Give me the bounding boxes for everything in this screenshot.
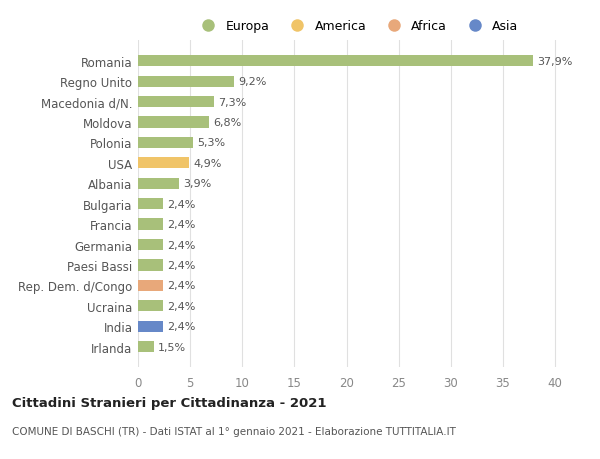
Text: COMUNE DI BASCHI (TR) - Dati ISTAT al 1° gennaio 2021 - Elaborazione TUTTITALIA.: COMUNE DI BASCHI (TR) - Dati ISTAT al 1°… [12,426,456,436]
Bar [138,178,179,190]
Text: 37,9%: 37,9% [538,57,573,67]
Text: Cittadini Stranieri per Cittadinanza - 2021: Cittadini Stranieri per Cittadinanza - 2… [12,396,326,409]
Text: 7,3%: 7,3% [218,97,247,107]
Text: 5,3%: 5,3% [197,138,226,148]
Bar [138,138,193,149]
Bar [138,117,209,129]
Text: 2,4%: 2,4% [167,240,196,250]
Text: 2,4%: 2,4% [167,321,196,331]
Bar [138,301,163,312]
Bar [138,260,163,271]
Bar [138,77,234,88]
Text: 9,2%: 9,2% [238,77,266,87]
Text: 2,4%: 2,4% [167,199,196,209]
Bar [138,341,154,353]
Text: 1,5%: 1,5% [158,342,186,352]
Bar [138,321,163,332]
Text: 2,4%: 2,4% [167,219,196,230]
Text: 2,4%: 2,4% [167,281,196,291]
Bar [138,158,189,169]
Bar [138,97,214,108]
Bar [138,56,533,67]
Bar [138,240,163,251]
Text: 6,8%: 6,8% [213,118,241,128]
Bar [138,199,163,210]
Legend: Europa, America, Africa, Asia: Europa, America, Africa, Asia [191,15,523,38]
Bar [138,280,163,291]
Text: 2,4%: 2,4% [167,260,196,270]
Text: 2,4%: 2,4% [167,301,196,311]
Text: 4,9%: 4,9% [193,158,221,168]
Bar [138,219,163,230]
Text: 3,9%: 3,9% [183,179,211,189]
